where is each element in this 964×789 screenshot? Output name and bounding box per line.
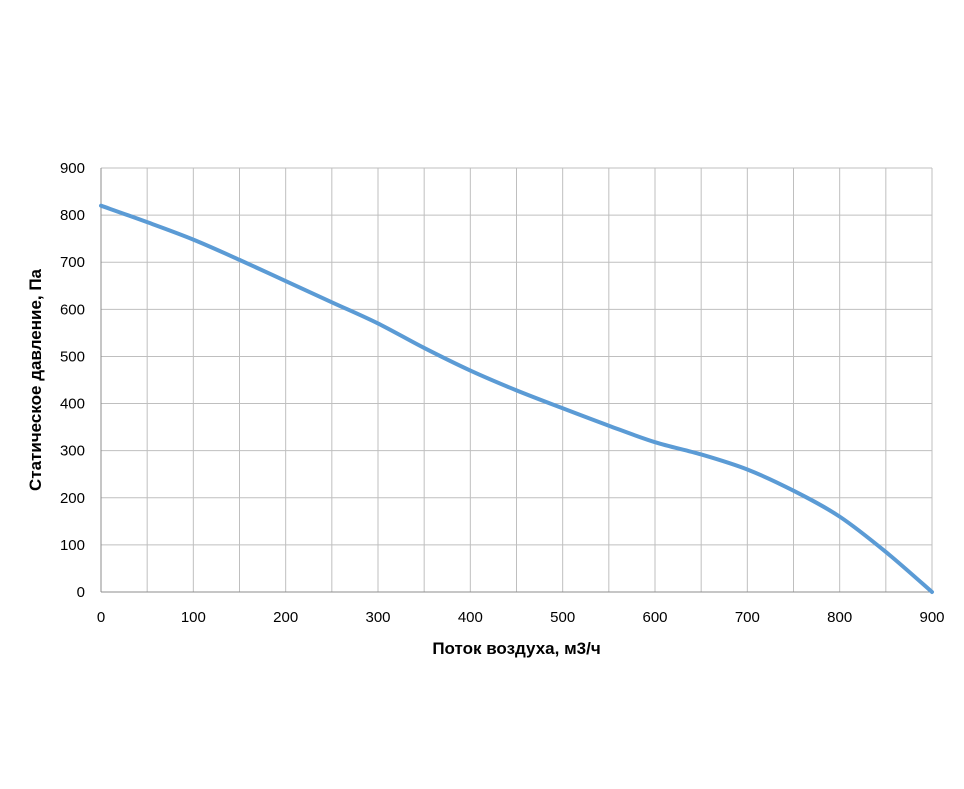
x-tick-label: 0 <box>97 609 105 626</box>
y-tick-label: 900 <box>60 160 85 177</box>
series-line <box>99 203 934 594</box>
y-tick-label: 500 <box>60 348 85 365</box>
y-tick-label: 400 <box>60 396 85 413</box>
x-tick-label: 600 <box>642 609 667 626</box>
grid <box>101 167 933 592</box>
x-tick-label: 400 <box>458 609 483 626</box>
x-tick-label: 300 <box>365 609 390 626</box>
x-tick-label: 200 <box>273 609 298 626</box>
y-tick-label: 200 <box>60 490 85 507</box>
y-tick-label: 800 <box>60 207 85 224</box>
x-tick-label: 100 <box>181 609 206 626</box>
y-tick-label: 100 <box>60 537 85 554</box>
y-axis-title: Статическое давление, Па <box>26 268 45 491</box>
x-tick-label: 700 <box>735 609 760 626</box>
x-axis-title: Поток воздуха, м3/ч <box>432 639 600 658</box>
series-layer <box>99 203 934 594</box>
x-tick-label: 900 <box>919 609 944 626</box>
y-tick-label: 0 <box>77 584 85 601</box>
x-axis-ticks: 0 100 200 300 400 500 600 700 800 900 <box>97 609 945 626</box>
y-axis-ticks: 0 100 200 300 400 500 600 700 800 900 <box>60 160 85 601</box>
y-tick-label: 300 <box>60 443 85 460</box>
x-tick-label: 500 <box>550 609 575 626</box>
y-tick-label: 600 <box>60 301 85 318</box>
axes <box>100 168 932 593</box>
x-tick-label: 800 <box>827 609 852 626</box>
y-tick-label: 700 <box>60 254 85 271</box>
